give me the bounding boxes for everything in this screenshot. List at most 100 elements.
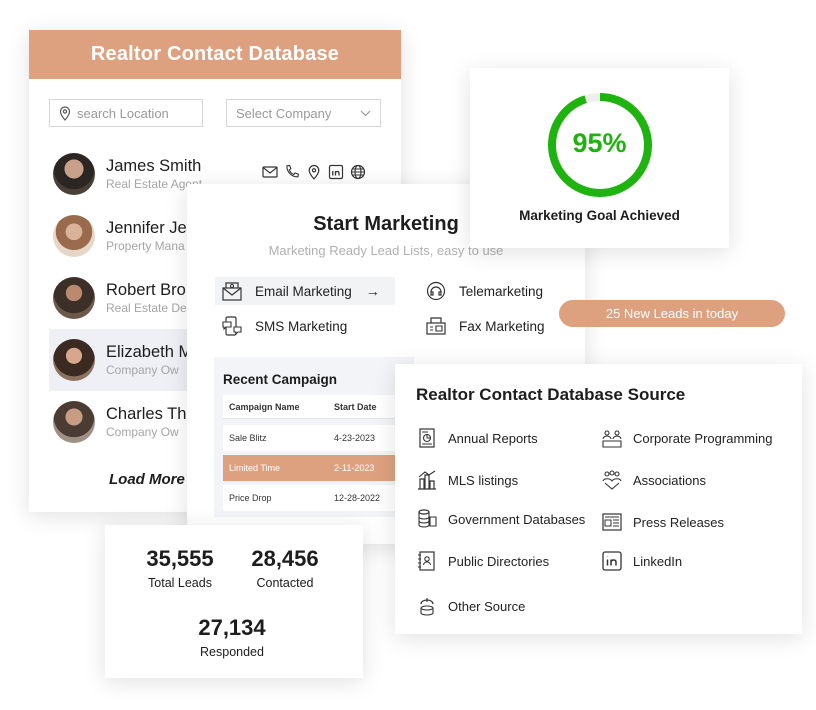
source-item: Associations bbox=[601, 469, 706, 491]
mail-icon[interactable] bbox=[262, 164, 278, 180]
stat-value: 27,134 bbox=[198, 615, 266, 640]
fax-marketing-option[interactable]: Fax Marketing bbox=[425, 312, 545, 340]
stat-responded: 27,134 Responded bbox=[191, 615, 273, 659]
avatar bbox=[53, 277, 95, 319]
other-source-icon bbox=[416, 595, 438, 617]
email-icon bbox=[221, 280, 243, 302]
globe-icon[interactable] bbox=[350, 164, 366, 180]
table-row[interactable]: Sale Blitz 4-23-2023 bbox=[223, 425, 414, 451]
source-item: Public Directories bbox=[416, 550, 549, 572]
campaign-date: 12-28-2022 bbox=[334, 493, 381, 503]
source-title: Realtor Contact Database Source bbox=[416, 385, 686, 404]
progress-ring bbox=[548, 93, 652, 197]
database-icon bbox=[416, 508, 438, 530]
sms-marketing-option[interactable]: SMS Marketing bbox=[221, 312, 347, 340]
arrow-right-icon: → bbox=[365, 283, 380, 299]
source-item: Government Databases bbox=[416, 508, 585, 530]
stat-value: 28,456 bbox=[251, 546, 319, 571]
phone-icon[interactable] bbox=[284, 164, 300, 180]
email-marketing-label: Email Marketing bbox=[255, 283, 352, 299]
goal-label: Marketing Goal Achieved bbox=[519, 208, 680, 223]
campaign-name: Sale Blitz bbox=[229, 433, 267, 443]
source-item: Other Source bbox=[416, 595, 525, 617]
source-item: MLS listings bbox=[416, 469, 518, 491]
source-label: Other Source bbox=[448, 598, 526, 614]
contact-item[interactable]: Jennifer Je Property Mana bbox=[49, 205, 384, 267]
avatar bbox=[53, 215, 95, 257]
new-leads-badge: 25 New Leads in today bbox=[559, 300, 785, 327]
table-header: Campaign Name Start Date bbox=[223, 395, 414, 419]
stat-value: 35,555 bbox=[146, 546, 214, 571]
progress-ring-arc bbox=[548, 93, 652, 197]
source-label: MLS listings bbox=[448, 472, 519, 488]
source-item: Annual Reports bbox=[416, 427, 538, 449]
contact-item[interactable]: James Smith Real Estate Agent bbox=[49, 143, 384, 205]
load-more-link[interactable]: Load More bbox=[109, 471, 185, 488]
sms-marketing-label: SMS Marketing bbox=[255, 318, 348, 334]
email-marketing-option[interactable]: Email Marketing → bbox=[215, 277, 395, 305]
recent-campaign-title: Recent Campaign bbox=[223, 372, 338, 387]
contact-name: Elizabeth M bbox=[106, 343, 193, 361]
fax-icon bbox=[425, 315, 447, 337]
company-select-placeholder: Select Company bbox=[236, 105, 332, 121]
corporate-icon bbox=[601, 427, 623, 449]
contact-role: Real Estate Agent bbox=[106, 177, 203, 191]
location-pin-icon bbox=[59, 105, 71, 121]
recent-campaign-panel: Recent Campaign Campaign Name Start Date… bbox=[214, 357, 414, 517]
goal-percent: 95% bbox=[572, 128, 627, 158]
column-header-date: Start Date bbox=[334, 401, 377, 412]
contact-name: Jennifer Je bbox=[106, 219, 187, 237]
campaign-name: Price Drop bbox=[229, 493, 272, 503]
stat-label: Total Leads bbox=[148, 576, 212, 590]
telemarketing-label: Telemarketing bbox=[459, 283, 544, 299]
campaign-name: Limited Time bbox=[229, 463, 281, 473]
location-icon[interactable] bbox=[306, 164, 322, 180]
sms-icon bbox=[221, 315, 243, 337]
directory-icon bbox=[416, 550, 438, 572]
marketing-subtitle: Marketing Ready Lead Lists, easy to use bbox=[268, 243, 504, 258]
location-search-placeholder: search Location bbox=[77, 105, 169, 121]
telemarketing-option[interactable]: Telemarketing bbox=[425, 277, 543, 305]
marketing-goal-card: 95% Marketing Goal Achieved bbox=[470, 68, 729, 248]
stat-total-leads: 35,555 Total Leads bbox=[139, 546, 221, 590]
associations-icon bbox=[601, 469, 623, 491]
press-release-icon bbox=[601, 511, 623, 533]
source-label: Associations bbox=[633, 472, 706, 488]
contact-name: James Smith bbox=[106, 157, 202, 175]
contact-name: Robert Bro bbox=[106, 281, 186, 299]
contact-name: Charles Th bbox=[106, 405, 187, 423]
stat-label: Responded bbox=[200, 645, 264, 659]
column-header-name: Campaign Name bbox=[229, 401, 300, 412]
source-item: LinkedIn bbox=[601, 550, 682, 572]
contact-role: Property Mana bbox=[106, 239, 185, 253]
contact-item[interactable]: Charles Th Company Ow bbox=[49, 391, 384, 453]
contact-database-title: Realtor Contact Database bbox=[29, 30, 401, 79]
linkedin-icon bbox=[601, 550, 623, 572]
source-label: Government Databases bbox=[448, 511, 586, 527]
campaign-date: 4-23-2023 bbox=[334, 433, 376, 443]
company-select[interactable]: Select Company bbox=[226, 99, 381, 127]
contact-item[interactable]: Robert Bro Real Estate De bbox=[49, 267, 384, 329]
source-item: Corporate Programming bbox=[601, 427, 772, 449]
contact-role: Company Ow bbox=[106, 425, 179, 439]
campaign-table: Campaign Name Start Date Sale Blitz 4-23… bbox=[223, 395, 414, 515]
avatar bbox=[53, 401, 95, 443]
database-source-card: Realtor Contact Database Source Annual R… bbox=[395, 364, 802, 634]
linkedin-icon[interactable] bbox=[328, 164, 344, 180]
source-label: Corporate Programming bbox=[633, 430, 773, 446]
source-label: Public Directories bbox=[448, 553, 550, 569]
table-row[interactable]: Limited Time 2-11-2023 bbox=[223, 455, 414, 481]
source-item: Press Releases bbox=[601, 511, 724, 533]
lead-stats-card: 35,555 Total Leads 28,456 Contacted 27,1… bbox=[105, 525, 363, 678]
table-row[interactable]: Price Drop 12-28-2022 bbox=[223, 485, 414, 511]
contact-role: Company Ow bbox=[106, 363, 179, 377]
mls-listing-icon bbox=[416, 469, 438, 491]
source-label: Press Releases bbox=[633, 514, 725, 530]
annual-report-icon bbox=[416, 427, 438, 449]
contact-role: Real Estate De bbox=[106, 301, 187, 315]
source-label: LinkedIn bbox=[633, 553, 683, 569]
filter-bar: search Location Select Company bbox=[49, 99, 381, 127]
stat-label: Contacted bbox=[256, 576, 314, 590]
contact-actions bbox=[262, 164, 366, 180]
location-search-input[interactable]: search Location bbox=[49, 99, 203, 127]
